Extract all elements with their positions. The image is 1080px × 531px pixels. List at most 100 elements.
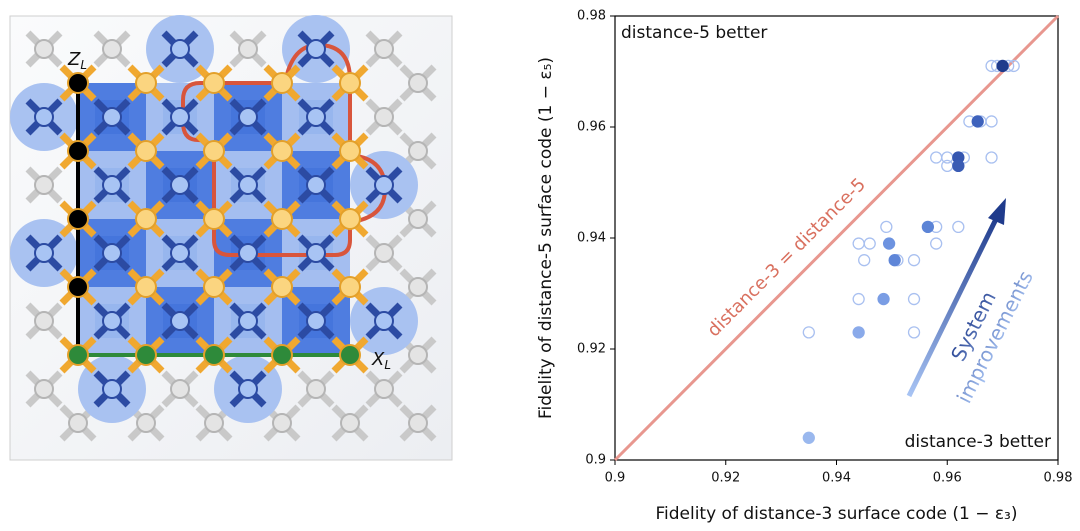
open-point — [907, 326, 921, 339]
qubit — [25, 30, 63, 68]
qubit — [229, 234, 267, 272]
y-tick-label: 0.9 — [585, 453, 606, 468]
x-tick-label: 0.96 — [933, 471, 962, 486]
qubit — [59, 200, 97, 238]
improvement-arrow-head — [988, 198, 1006, 225]
qubit — [365, 234, 403, 272]
annotation: distance-5 better — [621, 23, 767, 43]
qubit — [93, 98, 131, 136]
y-tick-label: 0.98 — [577, 9, 606, 24]
point — [971, 115, 984, 128]
qubit — [399, 404, 437, 442]
point — [802, 431, 815, 444]
qubit — [127, 64, 165, 102]
open-point — [907, 254, 921, 267]
qubit — [263, 64, 301, 102]
qubit — [127, 132, 165, 170]
x-tick-label: 0.98 — [1044, 471, 1073, 486]
qubit — [263, 404, 301, 442]
logical-subscript: L — [384, 358, 391, 372]
point — [852, 326, 865, 339]
qubit — [25, 370, 63, 408]
qubit — [127, 268, 165, 306]
qubit — [127, 200, 165, 238]
improvement-arrow — [906, 213, 1001, 398]
qubit — [365, 370, 403, 408]
qubit — [93, 30, 131, 68]
x-axis-label: Fidelity of distance-3 surface code (1 −… — [655, 504, 1017, 524]
qubit — [59, 132, 97, 170]
qubit — [161, 30, 199, 68]
qubit — [229, 98, 267, 136]
qubit — [297, 370, 335, 408]
qubit — [331, 268, 369, 306]
qubit — [331, 336, 369, 374]
open-point — [880, 220, 893, 234]
point — [882, 237, 896, 250]
point — [888, 254, 901, 267]
y-tick-label: 0.92 — [577, 342, 606, 357]
qubit — [399, 200, 437, 238]
qubit — [93, 302, 131, 340]
qubit — [127, 336, 165, 374]
qubit — [195, 132, 233, 170]
qubit — [365, 30, 403, 68]
qubit — [25, 302, 63, 340]
qubit — [161, 302, 199, 340]
qubit — [93, 234, 131, 272]
qubit — [161, 370, 199, 408]
open-point — [985, 115, 998, 128]
qubit — [161, 98, 199, 136]
qubit — [229, 370, 267, 408]
logical-symbol: X — [371, 349, 385, 370]
qubit — [25, 166, 63, 204]
qubit — [297, 166, 335, 204]
qubit — [59, 336, 97, 374]
open-point — [952, 220, 965, 234]
open-point — [930, 237, 943, 250]
qubit — [229, 30, 267, 68]
point — [877, 292, 890, 306]
qubit — [331, 200, 369, 238]
qubit — [297, 302, 335, 340]
qubit — [161, 166, 199, 204]
qubit — [25, 234, 63, 272]
qubit — [195, 336, 233, 374]
logical-label: XL — [371, 349, 391, 372]
y-tick-label: 0.96 — [577, 120, 606, 135]
annotation: distance-3 better — [905, 432, 1051, 452]
qubit — [195, 64, 233, 102]
x-tick-label: 0.9 — [605, 471, 626, 486]
logical-subscript: L — [80, 58, 87, 72]
point — [996, 59, 1009, 73]
qubit — [59, 268, 97, 306]
qubit — [297, 98, 335, 136]
y-tick-label: 0.94 — [577, 231, 606, 246]
qubit — [229, 166, 267, 204]
qubit — [331, 404, 369, 442]
qubit — [229, 302, 267, 340]
open-point — [985, 151, 998, 164]
qubit — [263, 200, 301, 238]
x-tick-label: 0.92 — [711, 471, 740, 486]
qubit — [93, 370, 131, 408]
qubit — [365, 98, 403, 136]
qubit — [25, 98, 63, 136]
x-tick-label: 0.94 — [822, 471, 851, 486]
qubit — [297, 234, 335, 272]
qubit — [331, 64, 369, 102]
logical-label: ZL — [67, 49, 87, 72]
qubit — [263, 132, 301, 170]
qubit — [331, 132, 369, 170]
qubit — [195, 268, 233, 306]
open-point — [802, 326, 815, 339]
open-point — [907, 292, 921, 306]
point — [952, 159, 965, 173]
qubit — [263, 268, 301, 306]
scatter-chart: 0.9 0.92 0.94 0.96 0.98 0.9 0.92 0.94 0.96 0.98 Fi… — [536, 9, 1072, 525]
qubit — [59, 64, 97, 102]
qubit — [161, 234, 199, 272]
open-point — [852, 292, 865, 306]
